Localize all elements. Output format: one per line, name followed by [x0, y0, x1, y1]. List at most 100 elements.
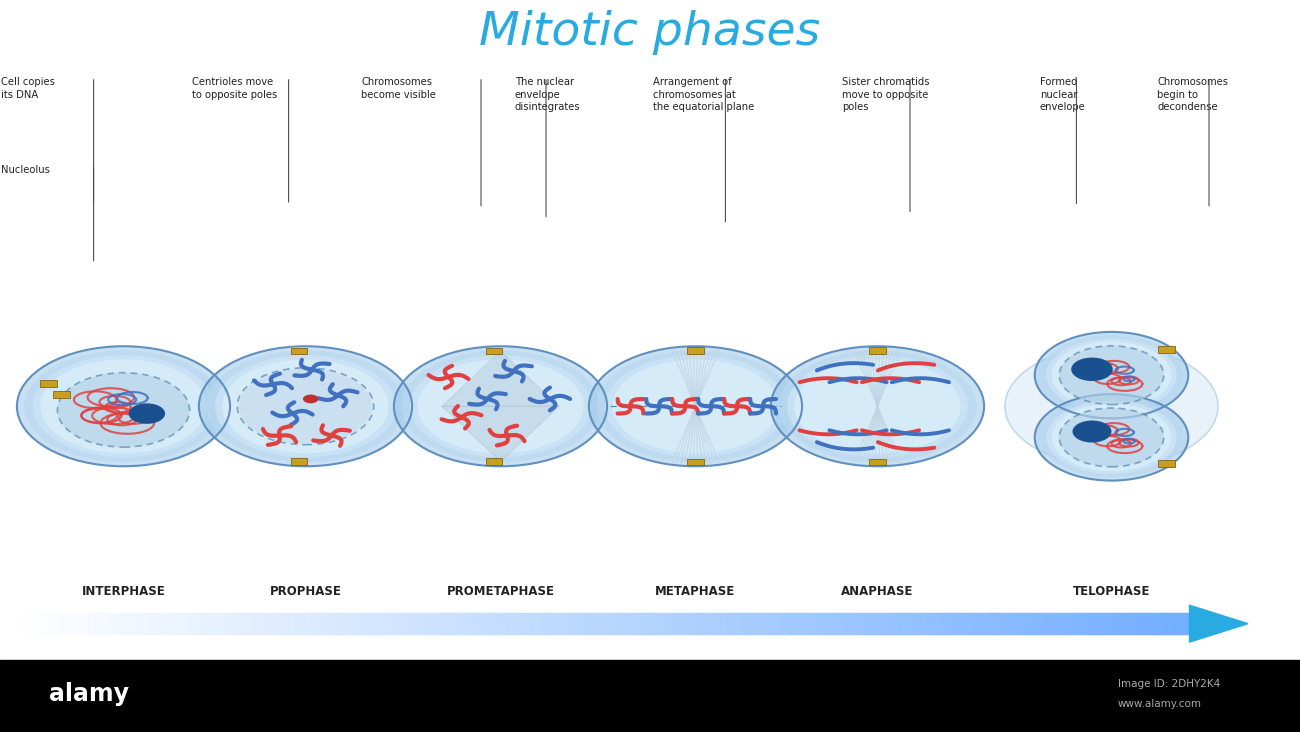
- Bar: [229, 613, 234, 634]
- Bar: [888, 613, 893, 634]
- Bar: [213, 613, 218, 634]
- Text: PROPHASE: PROPHASE: [269, 585, 342, 598]
- Bar: [985, 613, 991, 634]
- Bar: [472, 613, 477, 634]
- Bar: [982, 613, 987, 634]
- Bar: [546, 613, 551, 634]
- Bar: [83, 613, 88, 634]
- Bar: [1076, 613, 1082, 634]
- Bar: [29, 613, 34, 634]
- Bar: [330, 613, 335, 634]
- Ellipse shape: [239, 369, 372, 444]
- Bar: [452, 613, 458, 634]
- Bar: [402, 613, 407, 634]
- Bar: [390, 613, 395, 634]
- Ellipse shape: [1046, 400, 1176, 474]
- Bar: [1048, 613, 1053, 634]
- Text: Chromosomes
begin to
decondense: Chromosomes begin to decondense: [1157, 77, 1228, 113]
- Bar: [538, 613, 543, 634]
- Bar: [468, 613, 473, 634]
- Bar: [484, 613, 489, 634]
- Bar: [812, 613, 818, 634]
- Bar: [448, 613, 454, 634]
- Text: The nuclear
envelope
disintegrates: The nuclear envelope disintegrates: [515, 77, 580, 113]
- Bar: [942, 613, 948, 634]
- Bar: [13, 613, 18, 634]
- Bar: [766, 613, 771, 634]
- FancyArrow shape: [1190, 605, 1248, 642]
- Bar: [534, 613, 540, 634]
- Bar: [21, 613, 26, 634]
- Bar: [978, 613, 983, 634]
- Bar: [486, 348, 502, 354]
- Bar: [79, 613, 84, 634]
- Bar: [805, 613, 810, 634]
- Bar: [777, 613, 783, 634]
- Bar: [621, 613, 627, 634]
- Circle shape: [1071, 357, 1113, 381]
- Bar: [334, 613, 339, 634]
- Bar: [1067, 613, 1072, 634]
- Bar: [707, 613, 712, 634]
- Bar: [417, 613, 422, 634]
- Bar: [413, 613, 419, 634]
- Bar: [1108, 613, 1113, 634]
- Bar: [966, 613, 971, 634]
- Bar: [684, 613, 689, 634]
- Bar: [1052, 613, 1057, 634]
- Bar: [147, 613, 152, 634]
- Bar: [1060, 613, 1065, 634]
- Bar: [107, 613, 112, 634]
- Bar: [618, 613, 623, 634]
- Bar: [118, 613, 124, 634]
- Text: ANAPHASE: ANAPHASE: [841, 585, 914, 598]
- Circle shape: [303, 395, 318, 403]
- Bar: [488, 613, 493, 634]
- Bar: [970, 613, 975, 634]
- Bar: [307, 613, 312, 634]
- Bar: [499, 613, 504, 634]
- Bar: [845, 613, 850, 634]
- Bar: [367, 613, 372, 634]
- Bar: [445, 613, 450, 634]
- Text: TELOPHASE: TELOPHASE: [1072, 585, 1150, 598]
- Bar: [1174, 613, 1179, 634]
- Bar: [566, 613, 571, 634]
- Bar: [486, 458, 502, 465]
- Ellipse shape: [214, 355, 396, 458]
- Bar: [688, 347, 705, 354]
- Bar: [1001, 613, 1006, 634]
- Bar: [962, 613, 967, 634]
- Bar: [746, 613, 751, 634]
- Bar: [758, 613, 763, 634]
- Bar: [816, 613, 822, 634]
- Bar: [122, 613, 127, 634]
- Text: Mitotic phases: Mitotic phases: [480, 10, 820, 56]
- Bar: [480, 613, 485, 634]
- Bar: [954, 613, 959, 634]
- Bar: [386, 613, 391, 634]
- Bar: [350, 613, 355, 634]
- Ellipse shape: [40, 359, 207, 453]
- Bar: [974, 613, 979, 634]
- Ellipse shape: [17, 346, 230, 466]
- Bar: [1158, 613, 1164, 634]
- Bar: [99, 613, 104, 634]
- Bar: [503, 613, 508, 634]
- Ellipse shape: [1040, 335, 1183, 415]
- Bar: [770, 613, 775, 634]
- Bar: [1115, 613, 1121, 634]
- Bar: [1123, 613, 1128, 634]
- Bar: [832, 613, 837, 634]
- Bar: [1186, 613, 1191, 634]
- Text: PROMETAPHASE: PROMETAPHASE: [446, 585, 555, 598]
- Bar: [1178, 613, 1183, 634]
- Bar: [1158, 346, 1175, 353]
- Bar: [542, 613, 547, 634]
- Bar: [824, 613, 829, 634]
- Text: alamy: alamy: [49, 682, 130, 706]
- Ellipse shape: [394, 346, 607, 466]
- Bar: [734, 613, 740, 634]
- Bar: [585, 613, 590, 634]
- Bar: [322, 613, 328, 634]
